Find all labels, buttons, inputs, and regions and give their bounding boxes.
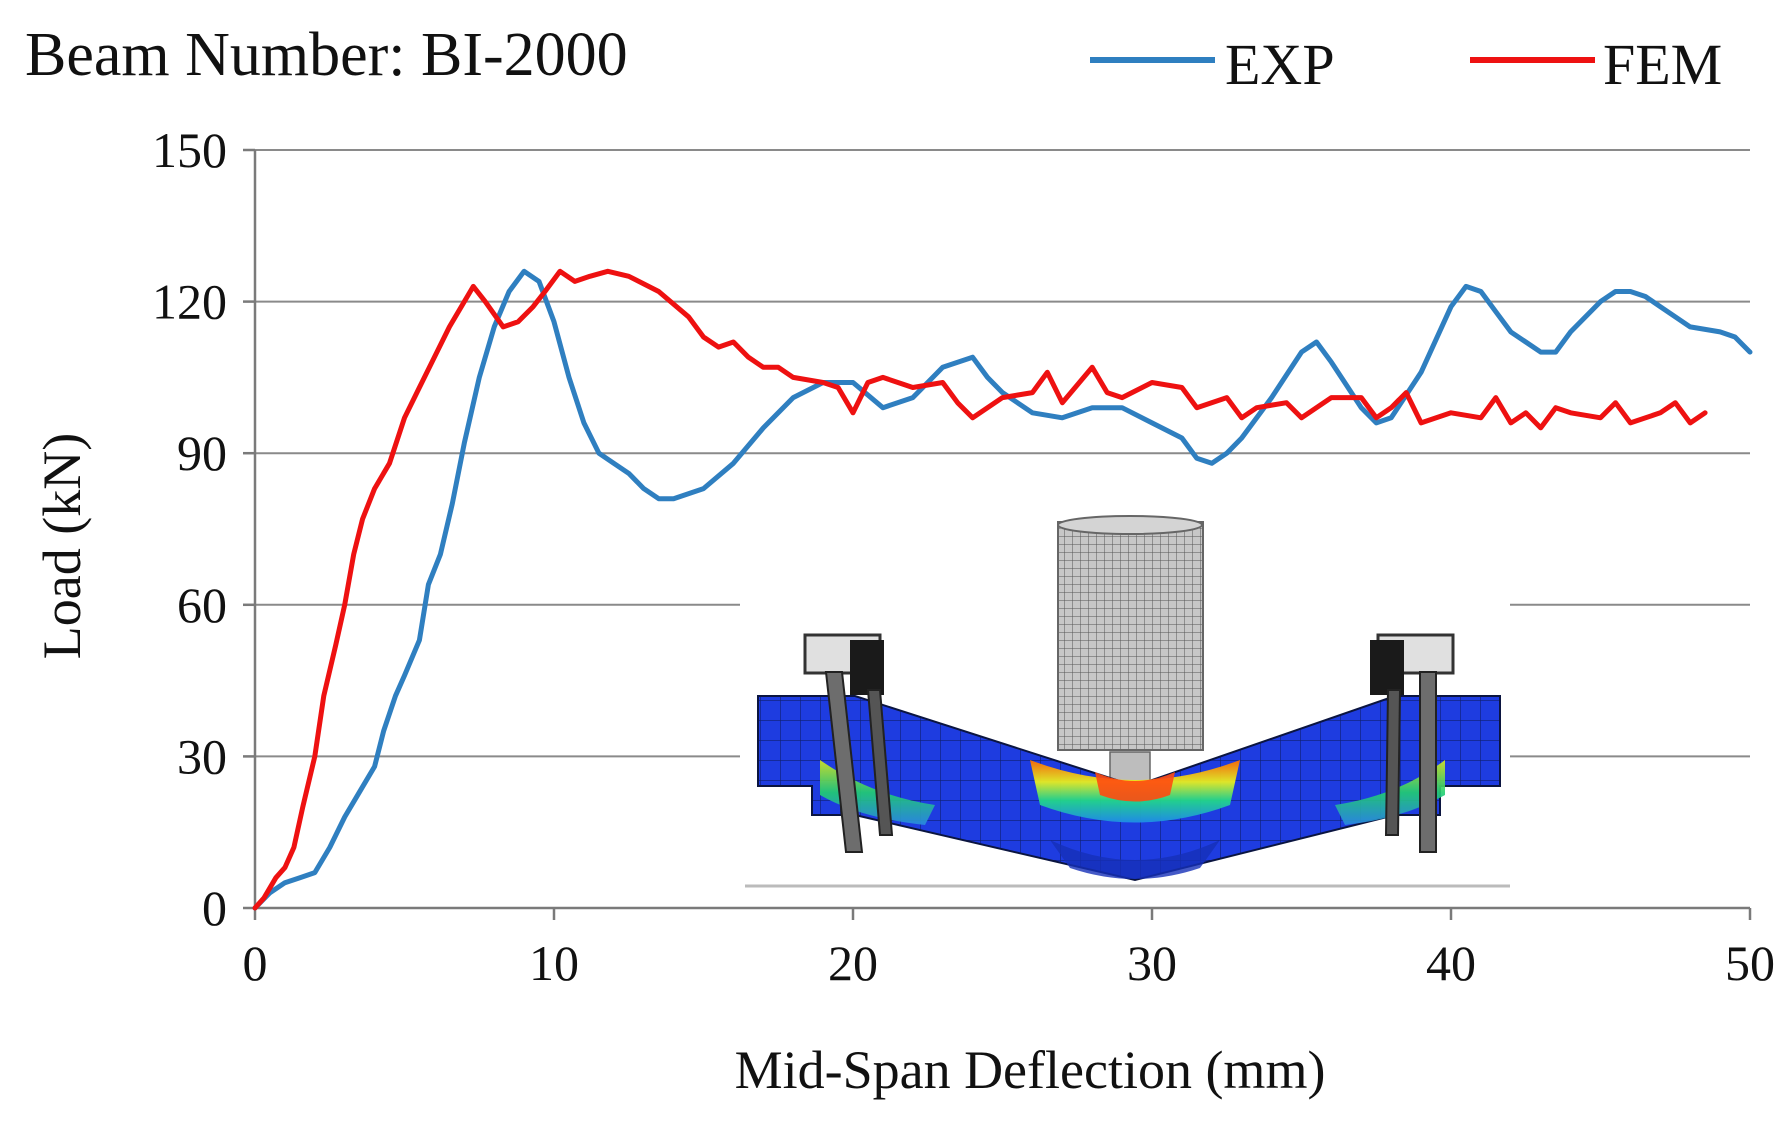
x-tick-label-3: 30: [1127, 935, 1177, 991]
x-axis-label: Mid-Span Deflection (mm): [735, 1040, 1326, 1100]
left-support: [803, 633, 894, 853]
legend: EXP FEM: [1090, 32, 1722, 97]
series-line-exp: [252, 268, 1753, 911]
y-tick-label-2: 60: [177, 577, 227, 633]
fe-model-inset-image: [740, 515, 1510, 888]
x-tick-label-1: 10: [529, 935, 579, 991]
y-tick-label-1: 30: [177, 728, 227, 784]
y-tick-label-0: 0: [202, 880, 227, 936]
x-tick-label-0: 0: [243, 935, 268, 991]
series-line-fem: [252, 268, 1708, 911]
y-tick-label-5: 150: [152, 122, 227, 178]
y-tick-label-4: 120: [152, 274, 227, 330]
right-support: [1370, 633, 1455, 853]
x-tick-label-2: 20: [828, 935, 878, 991]
x-tick-label-4: 40: [1426, 935, 1476, 991]
x-tick-label-5: 50: [1725, 935, 1775, 991]
axes: [243, 148, 1752, 920]
y-axis-label: Load (kN): [32, 433, 92, 659]
deformed-beam-contour: [757, 695, 1501, 882]
chart-title: Beam Number: BI-2000: [25, 21, 628, 89]
loading-cylinder: [1057, 515, 1204, 789]
tick-labels: 0 30 60 90 120 150 0 10 20 30 40 50: [152, 122, 1775, 991]
legend-label-exp: EXP: [1225, 32, 1335, 97]
y-tick-label-3: 90: [177, 425, 227, 481]
legend-label-fem: FEM: [1603, 32, 1722, 97]
series-layer: [252, 268, 1753, 911]
